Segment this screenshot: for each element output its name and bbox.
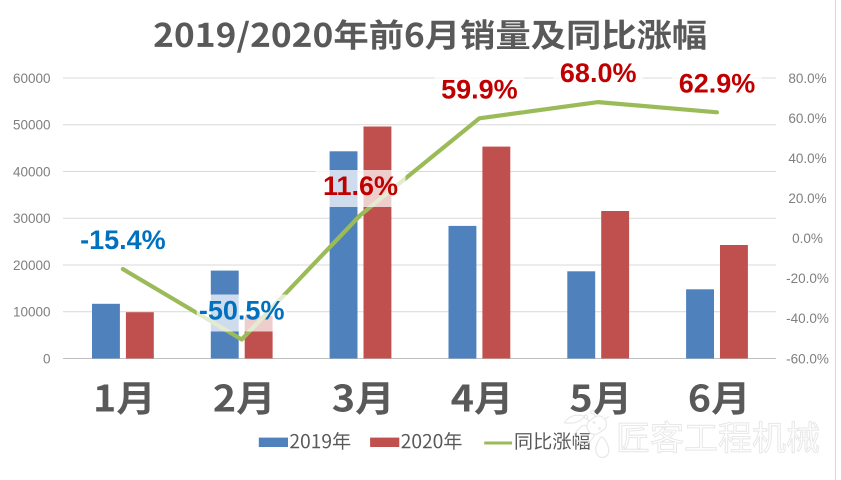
svg-text:60.0%: 60.0% xyxy=(788,111,826,126)
svg-text:-60.0%: -60.0% xyxy=(786,351,829,366)
svg-text:40.0%: 40.0% xyxy=(788,151,826,166)
svg-text:20000: 20000 xyxy=(13,258,51,273)
svg-text:40000: 40000 xyxy=(13,164,51,179)
svg-text:80.0%: 80.0% xyxy=(788,71,826,86)
svg-text:60000: 60000 xyxy=(13,71,51,86)
svg-text:30000: 30000 xyxy=(13,211,51,226)
svg-text:0.0%: 0.0% xyxy=(792,231,823,246)
svg-text:11.6%: 11.6% xyxy=(323,171,398,201)
svg-text:0: 0 xyxy=(43,351,51,366)
svg-text:-40.0%: -40.0% xyxy=(786,311,829,326)
svg-text:68.0%: 68.0% xyxy=(560,58,637,88)
svg-text:-15.4%: -15.4% xyxy=(80,225,166,255)
svg-text:50000: 50000 xyxy=(13,118,51,133)
svg-text:20.0%: 20.0% xyxy=(788,191,826,206)
svg-text:59.9%: 59.9% xyxy=(441,74,518,104)
svg-text:-50.5%: -50.5% xyxy=(199,296,285,326)
svg-text:-20.0%: -20.0% xyxy=(786,271,829,286)
svg-text:10000: 10000 xyxy=(13,305,51,320)
svg-text:62.9%: 62.9% xyxy=(679,68,756,98)
